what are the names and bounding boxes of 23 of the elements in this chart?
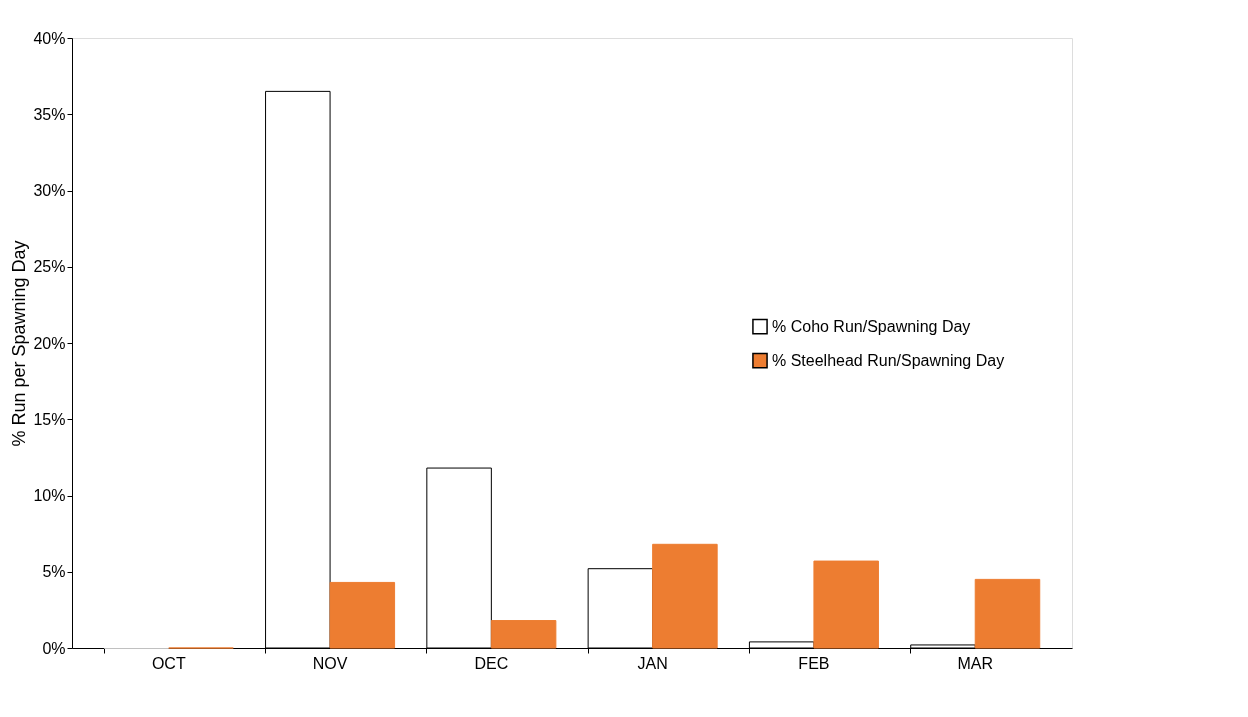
- y-tick-label: 40%: [33, 29, 66, 47]
- x-tick-label: NOV: [312, 654, 348, 672]
- y-tick-label: 10%: [33, 487, 66, 504]
- bar: [652, 543, 718, 649]
- y-tick-label: 0%: [42, 639, 66, 657]
- bar: [813, 560, 879, 649]
- y-tick-label: 25%: [33, 258, 66, 276]
- x-tick-label: JAN: [637, 654, 668, 672]
- x-tick-label: MAR: [957, 654, 994, 672]
- y-tick-label: 5%: [42, 563, 66, 581]
- bar: [329, 581, 396, 649]
- y-tick-label: 35%: [33, 105, 66, 123]
- x-tick-label: OCT: [151, 654, 186, 672]
- legend-label: % Steelhead Run/Spawning Day: [772, 351, 1005, 369]
- y-tick-label: 20%: [33, 334, 66, 352]
- y-tick-label: 30%: [33, 182, 66, 199]
- x-tick-label: FEB: [798, 654, 830, 672]
- bar: [974, 578, 1041, 649]
- bar: [490, 620, 557, 649]
- legend-label: % Coho Run/Spawning Day: [772, 317, 971, 335]
- y-axis-title: % Run per Spawning Day: [9, 240, 30, 447]
- y-tick-label: 15%: [33, 410, 66, 428]
- x-tick-label: DEC: [474, 654, 509, 672]
